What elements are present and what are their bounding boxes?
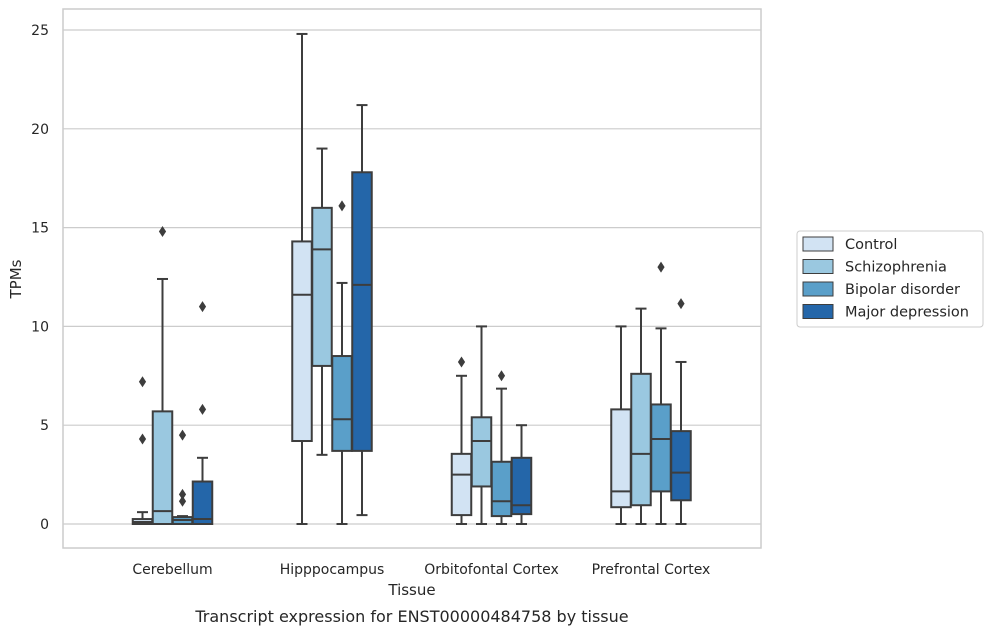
y-tick-label-4: 20 [31,122,49,138]
y-tick-label-3: 15 [31,221,49,237]
legend-frame [796,230,984,328]
box-0-3 [191,301,214,525]
box-body-1-3 [351,171,373,452]
y-tick-label-2: 10 [31,319,49,335]
legend-label-3: Major depression [845,305,969,321]
flier-2-2-0 [497,370,506,382]
x-tick-label-0: Cerebellum [132,562,212,578]
box-body-3-1 [630,372,652,507]
x-axis-title: Tissue [387,581,435,599]
flier-3-3-0 [677,298,685,310]
box-0-1 [151,226,174,526]
box-1-2 [331,200,353,525]
box-body-1-1 [311,206,333,367]
y-tick-label-0: 0 [40,517,49,533]
flier-0-0-1 [138,433,147,445]
flier-2-0-0 [457,356,466,368]
box-body-2-1 [470,416,493,488]
box-groups [131,32,692,526]
legend-label-1: Schizophrenia [845,260,947,276]
flier-1-2-0 [338,200,346,212]
box-2-3 [510,424,533,525]
legend-swatch-3 [802,304,834,319]
box-3-3 [670,298,692,525]
y-tick-label-5: 25 [31,23,49,39]
y-tick-label-1: 5 [40,418,49,434]
legend-swatch-0 [802,236,834,252]
box-body-1-2 [331,355,353,452]
box-body-2-3 [510,456,533,516]
chart-caption: Transcript expression for ENST0000048475… [194,607,628,626]
x-tick-label-3: Prefrontal Cortex [592,562,711,578]
flier-0-2-2 [178,495,187,507]
box-body-3-3 [670,430,692,502]
box-body-0-3 [191,480,214,525]
box-body-3-2 [650,403,672,493]
flier-0-0-0 [138,376,147,388]
box-1-1 [311,147,333,456]
box-3-0 [610,325,632,525]
box-body-0-1 [151,410,174,526]
flier-0-1-0 [158,226,167,238]
y-tick-labels: 0 5 10 15 20 25 [31,23,49,533]
box-body-2-2 [490,460,513,518]
box-body-2-0 [450,452,473,517]
legend-swatch-1 [802,259,834,274]
x-tick-label-2: Orbitofontal Cortex [424,562,559,578]
flier-0-3-1 [198,403,207,415]
flier-3-2-0 [657,261,665,273]
box-2-2 [490,370,513,525]
legend-swatch-2 [802,281,834,297]
box-body-1-0 [291,240,313,443]
legend-label-0: Control [845,237,897,253]
box-2-1 [470,325,493,525]
x-tick-labels: Cerebellum Hipppocampus Orbitofontal Corte… [132,562,710,578]
legend: Control Schizophrenia Bipolar disorder Majo… [796,230,984,328]
legend-label-2: Bipolar disorder [845,282,960,298]
flier-0-3-0 [198,301,207,313]
flier-0-2-0 [178,429,187,441]
box-1-3 [351,104,373,517]
box-body-3-0 [610,408,632,509]
flier-0-2-1 [178,488,187,500]
y-axis-title: TPMs [7,259,25,299]
box-3-2 [650,261,672,525]
x-tick-label-1: Hipppocampus [280,562,385,578]
plot-frame [62,8,762,549]
